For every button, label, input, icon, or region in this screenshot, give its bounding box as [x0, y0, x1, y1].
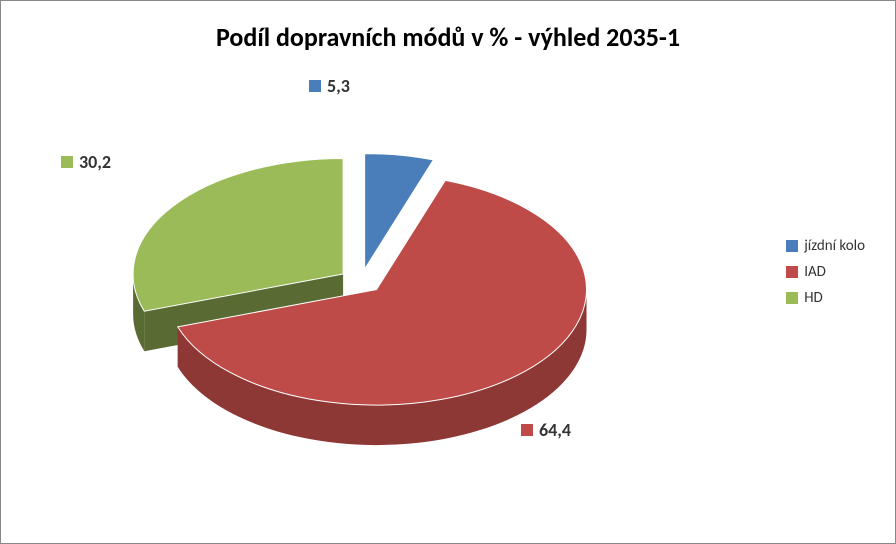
legend-swatch: [786, 240, 798, 252]
data-label: 64,4: [521, 419, 571, 441]
legend-label: jízdní kolo: [804, 237, 865, 255]
data-label-swatch: [521, 424, 533, 436]
data-label-swatch: [61, 156, 73, 168]
data-label: 30,2: [61, 151, 111, 173]
legend-swatch: [786, 266, 798, 278]
legend-item: HD: [786, 289, 865, 307]
chart-title: Podíl dopravních módů v % - výhled 2035-…: [1, 21, 895, 53]
data-label-swatch: [309, 80, 321, 92]
legend-item: jízdní kolo: [786, 237, 865, 255]
legend-swatch: [786, 292, 798, 304]
legend-label: IAD: [804, 263, 826, 281]
legend: jízdní kolo IAD HD: [786, 229, 865, 315]
data-label-value: 64,4: [539, 419, 571, 441]
data-label: 5,3: [309, 75, 350, 97]
data-label-value: 30,2: [79, 151, 111, 173]
data-label-value: 5,3: [327, 75, 350, 97]
legend-item: IAD: [786, 263, 865, 281]
legend-label: HD: [804, 289, 823, 307]
pie-chart: [61, 71, 661, 511]
